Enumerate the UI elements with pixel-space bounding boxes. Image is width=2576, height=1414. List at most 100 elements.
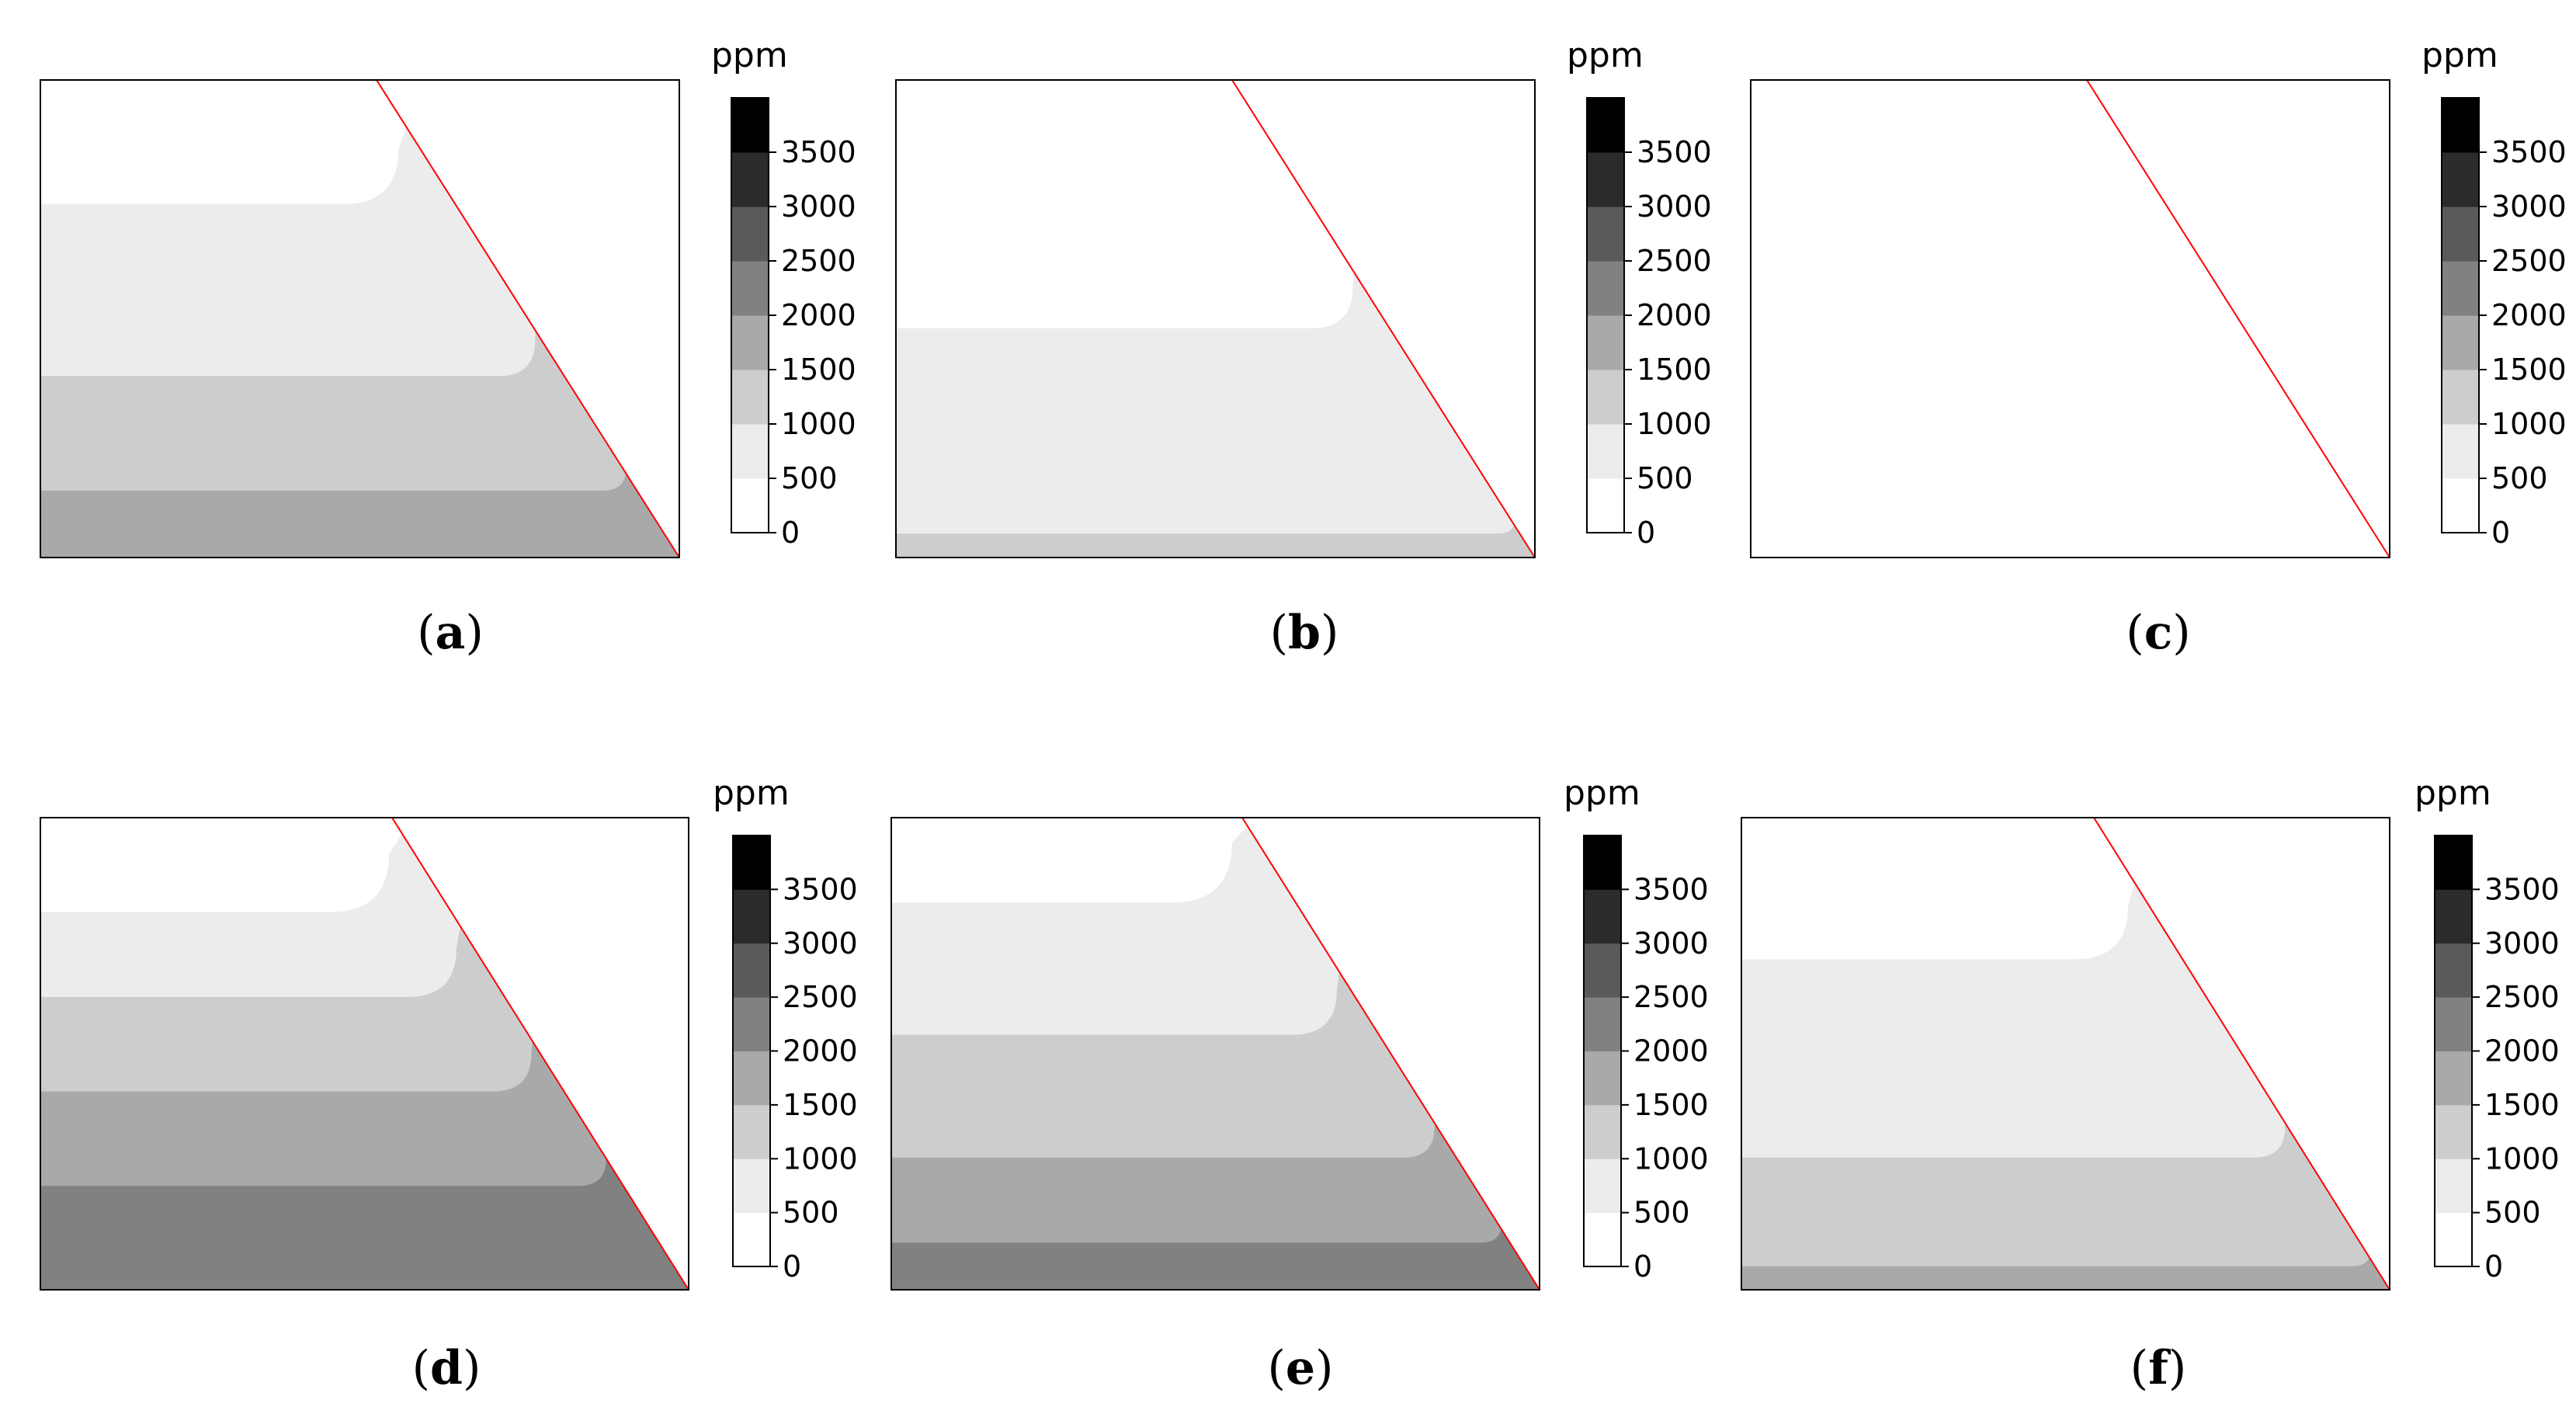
colorbar-band [2435, 943, 2472, 998]
colorbar-band [733, 836, 770, 890]
colorbar-band [2435, 1159, 2472, 1214]
colorbar-tick-label: 1500 [781, 353, 856, 387]
colorbar-band [1587, 478, 1624, 533]
plot-frame [1750, 79, 2390, 558]
colorbar-band [2442, 207, 2479, 262]
colorbar-tick-label: 3000 [781, 189, 856, 224]
colorbar-tick-label: 500 [2484, 1196, 2541, 1230]
colorbar-tick-label: 2000 [783, 1034, 858, 1068]
colorbar-unit-label: ppm [711, 36, 788, 75]
colorbar: 0 500 1000 1500 2000 2500 3000 3500 ppm [2415, 773, 2560, 1284]
colorbar-band [2442, 261, 2479, 316]
panel-caption: (d) [412, 1341, 481, 1395]
colorbar-tick-label: 2500 [2491, 244, 2567, 278]
colorbar-tick-label: 3000 [2491, 189, 2567, 224]
colorbar-band [731, 424, 769, 479]
colorbar-tick-label: 1500 [783, 1088, 858, 1122]
colorbar-band [1587, 370, 1624, 425]
colorbar-band [2435, 1051, 2472, 1106]
colorbar-tick-label: 3500 [781, 135, 856, 169]
colorbar-band [733, 1159, 770, 1214]
colorbar-band [733, 1051, 770, 1106]
colorbar-tick-label: 2500 [1637, 244, 1712, 278]
colorbar-band [1587, 315, 1624, 370]
colorbar-band [1584, 1104, 1621, 1159]
colorbar-band [731, 315, 769, 370]
colorbar: 0 500 1000 1500 2000 2500 3000 3500 ppm [2422, 36, 2567, 550]
colorbar-tick-label: 0 [781, 516, 800, 550]
colorbar-tick-label: 1500 [2491, 353, 2567, 387]
plot-frame [40, 79, 680, 558]
colorbar-band [731, 207, 769, 262]
panel-caption: (a) [417, 606, 484, 660]
colorbar-tick-label: 0 [2491, 516, 2510, 550]
colorbar-band [2435, 1212, 2472, 1267]
colorbar-tick-label: 3000 [1633, 926, 1709, 961]
colorbar-tick-label: 3500 [1637, 135, 1712, 169]
colorbar-tick-label: 1500 [2484, 1088, 2560, 1122]
colorbar-band [1587, 98, 1624, 153]
colorbar-band [2435, 1104, 2472, 1159]
contour-band [1741, 818, 2390, 1290]
colorbar-tick-label: 2000 [1637, 298, 1712, 332]
colorbar-tick-label: 3500 [2484, 872, 2560, 906]
colorbar-band [2435, 997, 2472, 1051]
colorbar-tick-label: 1000 [2491, 407, 2567, 441]
colorbar-tick-label: 2500 [2484, 980, 2560, 1014]
colorbar-band [731, 98, 769, 153]
colorbar-band [733, 1212, 770, 1267]
colorbar-band [1587, 261, 1624, 316]
colorbar-band [733, 997, 770, 1051]
colorbar-band [1584, 836, 1621, 890]
colorbar-tick-label: 3500 [1633, 872, 1709, 906]
colorbar-band [2442, 370, 2479, 425]
colorbar-band [733, 1104, 770, 1159]
plot-frame [1741, 817, 2390, 1291]
colorbar-band [731, 478, 769, 533]
colorbar-unit-label: ppm [1564, 773, 1640, 813]
plot-frame [895, 79, 1536, 558]
colorbar-tick-label: 3500 [2491, 135, 2567, 169]
colorbar: 0 500 1000 1500 2000 2500 3000 3500 ppm [1567, 36, 1712, 550]
colorbar-unit-label: ppm [1567, 36, 1644, 75]
colorbar-band [1584, 997, 1621, 1051]
colorbar-tick-label: 3500 [783, 872, 858, 906]
colorbar-tick-label: 0 [783, 1249, 801, 1284]
colorbar-tick-label: 1000 [1637, 407, 1712, 441]
colorbar: 0 500 1000 1500 2000 2500 3000 3500 ppm [711, 36, 856, 550]
colorbar-band [1587, 207, 1624, 262]
colorbar-unit-label: ppm [2415, 773, 2491, 813]
panel-f: 0 500 1000 1500 2000 2500 3000 3500 ppm (f) [1741, 773, 2560, 1395]
colorbar-tick-label: 3000 [2484, 926, 2560, 961]
colorbar-tick-label: 1500 [1633, 1088, 1709, 1122]
colorbar-band [1587, 152, 1624, 207]
boundary-line [376, 79, 680, 558]
colorbar-tick-label: 2500 [783, 980, 858, 1014]
colorbar-tick-label: 3000 [783, 926, 858, 961]
colorbar-tick-label: 1500 [1637, 353, 1712, 387]
colorbar-band [2435, 836, 2472, 890]
colorbar-band [1584, 943, 1621, 998]
colorbar-tick-label: 2500 [781, 244, 856, 278]
panel-caption: (e) [1267, 1341, 1333, 1395]
colorbar-band [2442, 152, 2479, 207]
boundary-line [1241, 817, 1540, 1291]
colorbar-tick-label: 500 [783, 1196, 839, 1230]
colorbar-band [1584, 1212, 1621, 1267]
colorbar-tick-label: 500 [1633, 1196, 1690, 1230]
boundary-line [391, 817, 689, 1291]
contour-band [891, 818, 1540, 1290]
colorbar-tick-label: 500 [1637, 461, 1693, 495]
colorbar: 0 500 1000 1500 2000 2500 3000 3500 ppm [713, 773, 858, 1284]
colorbar-band [2435, 889, 2472, 944]
colorbar-tick-label: 2000 [781, 298, 856, 332]
colorbar-unit-label: ppm [2422, 36, 2498, 75]
panel-caption: (b) [1270, 606, 1339, 660]
colorbar-unit-label: ppm [713, 773, 790, 813]
colorbar-band [2442, 315, 2479, 370]
boundary-line [2093, 817, 2390, 1291]
plot-frame [40, 817, 689, 1291]
colorbar-tick-label: 500 [2491, 461, 2548, 495]
plot-background [1751, 80, 2390, 558]
colorbar-band [733, 889, 770, 944]
